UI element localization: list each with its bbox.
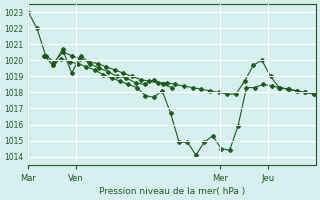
X-axis label: Pression niveau de la mer( hPa ): Pression niveau de la mer( hPa )	[99, 187, 245, 196]
